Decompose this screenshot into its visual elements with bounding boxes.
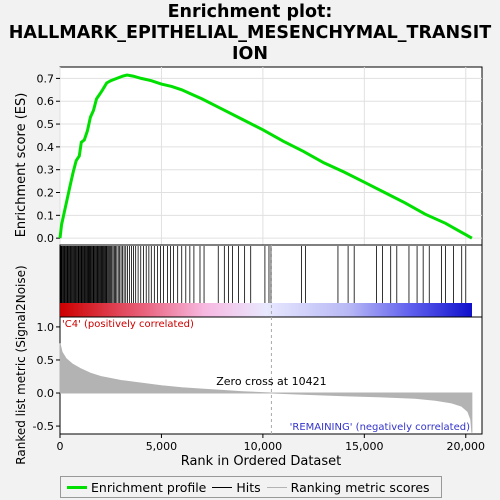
legend-label-enrichment: Enrichment profile — [91, 479, 207, 495]
metric-y-tick-label: 1.0 — [37, 321, 55, 334]
es-y-tick-label: 0.0 — [37, 232, 55, 245]
es-y-tick-label: 0.6 — [37, 95, 55, 108]
legend: Enrichment profile Hits Ranking metric s… — [60, 476, 442, 498]
es-y-label: Enrichment score (ES) — [14, 93, 29, 238]
metric-x-ticks: 0 5,000 10,000 15,000 20,000 — [57, 434, 486, 453]
legend-item-metric: Ranking metric scores — [266, 479, 430, 495]
negative-label: 'REMAINING' (negatively correlated) — [290, 422, 470, 433]
enrichment-plot: 0.0 0.1 0.2 0.3 0.4 0.5 0.6 0.7 Enrichment scor… — [14, 66, 486, 469]
legend-item-enrichment: Enrichment profile — [67, 480, 206, 495]
legend-label-hits: Hits — [236, 479, 261, 495]
metric-y-tick-label: 0.0 — [37, 387, 55, 400]
es-y-tick-label: 0.5 — [37, 118, 55, 131]
metric-y-label: Ranked list metric (Signal2Noise) — [14, 265, 28, 464]
es-y-ticks: 0.0 0.1 0.2 0.3 0.4 0.5 0.6 0.7 — [37, 72, 60, 245]
metric-area — [59, 343, 473, 433]
metric-y-tick-label: -0.5 — [33, 420, 54, 433]
title-line-1: Enrichment plot: — [167, 2, 333, 22]
es-line — [58, 73, 473, 240]
title-line-2: HALLMARK_EPITHELIAL_MESENCHYMAL_TRANSIT — [8, 23, 492, 43]
es-y-tick-label: 0.1 — [37, 209, 55, 222]
x-axis-label: Rank in Ordered Dataset — [181, 454, 342, 469]
legend-swatch-metric — [266, 486, 287, 488]
es-y-tick-label: 0.4 — [37, 141, 55, 154]
metric-y-tick-label: 0.5 — [37, 354, 55, 367]
metric-y-ticks: 1.0 0.5 0.0 -0.5 — [33, 321, 60, 433]
chart-title: Enrichment plot: HALLMARK_EPITHELIAL_MES… — [0, 2, 500, 65]
legend-label-metric: Ranking metric scores — [290, 479, 430, 495]
es-panel — [59, 66, 483, 246]
title-line-3: ION — [231, 44, 269, 64]
x-tick-label: 15,000 — [345, 440, 384, 453]
x-tick-label: 5,000 — [146, 440, 178, 453]
legend-item-hits: Hits — [212, 479, 261, 495]
x-tick-label: 0 — [57, 440, 64, 453]
es-y-tick-label: 0.3 — [37, 164, 55, 177]
legend-swatch-hits — [212, 486, 233, 488]
hit-marks — [60, 246, 467, 303]
positive-label: 'C4' (positively correlated) — [62, 319, 194, 330]
es-y-tick-label: 0.2 — [37, 187, 55, 200]
es-y-tick-label: 0.7 — [37, 72, 55, 85]
rank-color-bar — [60, 303, 472, 317]
x-tick-label: 10,000 — [244, 440, 283, 453]
x-tick-label: 20,000 — [447, 440, 486, 453]
zero-cross-label: Zero cross at 10421 — [216, 375, 326, 388]
legend-swatch-enrichment — [67, 485, 87, 489]
